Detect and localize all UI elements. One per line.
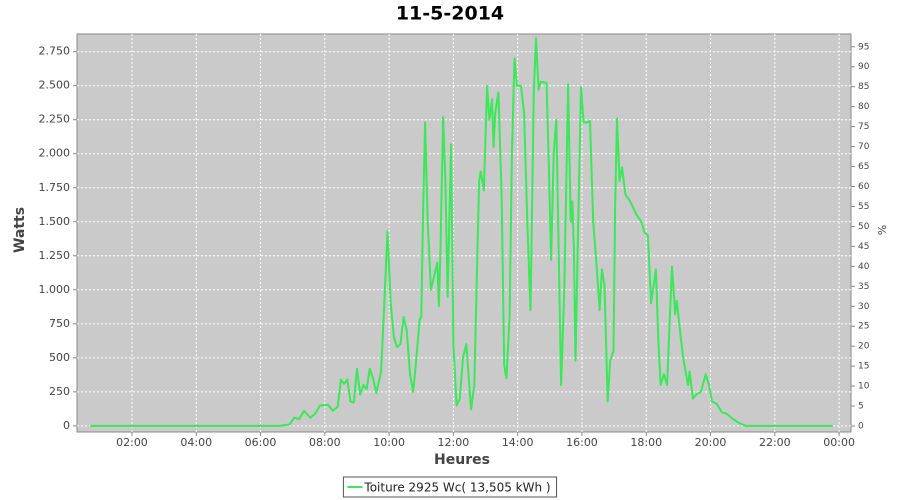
y2-tick-label: 70 — [858, 142, 870, 152]
x-tick-label: 22:00 — [759, 436, 791, 449]
x-tick-label: 04:00 — [180, 436, 212, 449]
x-tick-label: 16:00 — [566, 436, 598, 449]
y2-tick-label: 40 — [858, 262, 870, 272]
chart-title: 11-5-2014 — [396, 3, 504, 25]
x-tick-label: 06:00 — [245, 436, 277, 449]
y2-tick-label: 80 — [858, 102, 870, 112]
y-tick-label: 1.000 — [39, 283, 71, 296]
x-tick-label: 10:00 — [373, 436, 405, 449]
y2-tick-label: 75 — [858, 122, 869, 132]
x-tick-label: 14:00 — [502, 436, 534, 449]
x-tick-label: 18:00 — [630, 436, 662, 449]
y2-tick-label: 85 — [858, 82, 869, 92]
y2-tick-label: 55 — [858, 202, 869, 212]
x-tick-label: 08:00 — [309, 436, 341, 449]
y2-tick-label: 90 — [858, 62, 870, 72]
y2-tick-label: 15 — [858, 362, 869, 372]
y2-tick-label: 20 — [858, 342, 870, 352]
y-tick-label: 0 — [63, 419, 70, 432]
y2-tick-label: 0 — [858, 422, 864, 432]
y2-tick-label: 5 — [858, 402, 864, 412]
legend-box — [342, 476, 558, 498]
y-tick-label: 2.250 — [39, 113, 71, 126]
y2-tick-label: 95 — [858, 42, 869, 52]
y-tick-label: 750 — [49, 317, 70, 330]
y2-tick-label: 45 — [858, 242, 869, 252]
y2-tick-label: 50 — [858, 222, 870, 232]
x-tick-label: 00:00 — [823, 436, 855, 449]
y2-tick-label: 30 — [858, 302, 870, 312]
x-axis-label: Heures — [434, 452, 490, 468]
y2-tick-label: 65 — [858, 162, 869, 172]
x-tick-label: 20:00 — [695, 436, 727, 449]
y-tick-label: 1.750 — [39, 181, 71, 194]
y2-axis-label: % — [876, 225, 889, 235]
y2-tick-label: 35 — [858, 282, 869, 292]
x-tick-label: 02:00 — [116, 436, 148, 449]
x-tick-label: 12:00 — [438, 436, 470, 449]
y-tick-label: 250 — [49, 385, 70, 398]
y2-tick-label: 25 — [858, 322, 869, 332]
y-tick-label: 500 — [49, 351, 70, 364]
plot-area — [76, 33, 852, 433]
y2-tick-label: 60 — [858, 182, 870, 192]
y-axis-label: Watts — [12, 207, 28, 253]
y-tick-label: 2.000 — [39, 147, 71, 160]
legend-label: Toiture 2925 Wc( 13,505 kWh ) — [363, 481, 550, 495]
line-series — [90, 37, 833, 427]
y2-tick-label: 10 — [858, 382, 870, 392]
y-tick-label: 1.250 — [39, 249, 71, 262]
y-tick-label: 2.750 — [39, 45, 71, 58]
y-tick-label: 2.500 — [39, 79, 71, 92]
y-tick-label: 1.500 — [39, 215, 71, 228]
